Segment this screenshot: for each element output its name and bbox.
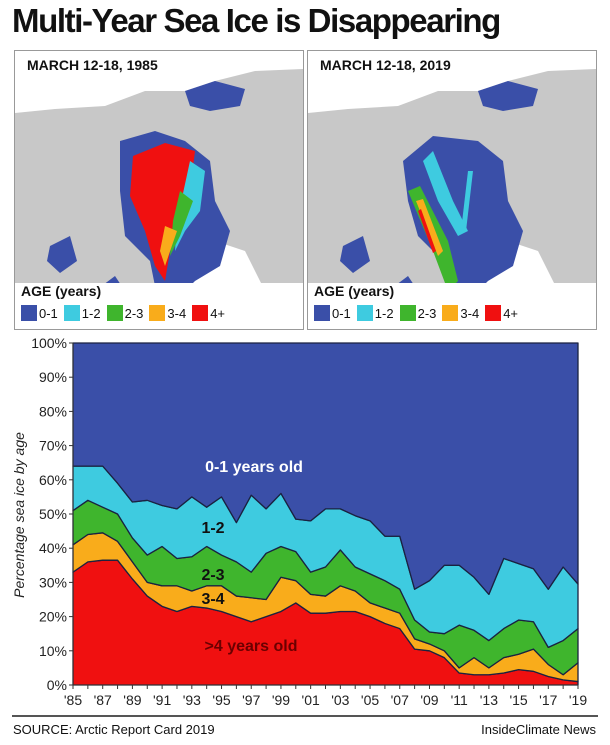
x-tick-label: '85	[64, 692, 82, 708]
y-tick-label: 80%	[39, 403, 67, 419]
legend-item-2-3: 2-3	[399, 305, 436, 321]
x-tick-label: '87	[94, 692, 112, 708]
x-tick-label: '95	[212, 692, 230, 708]
y-tick-label: 100%	[31, 335, 67, 351]
legend-item-4-plus: 4+	[485, 305, 518, 321]
y-tick-label: 70%	[39, 438, 67, 454]
y-tick-label: 40%	[39, 540, 67, 556]
x-tick-label: '91	[153, 692, 171, 708]
y-tick-label: 20%	[39, 609, 67, 625]
x-tick-label: '97	[242, 692, 260, 708]
legend-item-2-3: 2-3	[106, 305, 143, 321]
series-label-0-1: 0-1 years old	[205, 459, 303, 476]
y-tick-label: 10%	[39, 643, 67, 659]
x-tick-label: '03	[331, 692, 349, 708]
x-tick-label: '15	[509, 692, 527, 708]
area-series-4	[72, 342, 579, 596]
infographic-title: Multi-Year Sea Ice is Disappearing	[12, 2, 501, 39]
x-tick-label: '01	[302, 692, 320, 708]
x-tick-label: '11	[451, 692, 468, 708]
series-label-1-2: 1-2	[201, 520, 224, 537]
map-1985: MARCH 12-18, 1985 AGE (years) 0-1 1-2 2-…	[14, 50, 304, 330]
x-tick-label: '07	[391, 692, 409, 708]
x-tick-label: '99	[272, 692, 290, 708]
x-tick-label: '13	[480, 692, 498, 708]
legend-item-0-1: 0-1	[314, 305, 351, 321]
y-tick-label: 60%	[39, 472, 67, 488]
map-2019: MARCH 12-18, 2019 AGE (years) 0-1 1-2 2-…	[307, 50, 597, 330]
y-axis-label: Percentage sea ice by age	[11, 432, 27, 598]
legend-item-0-1: 0-1	[21, 305, 58, 321]
x-tick-label: '93	[183, 692, 201, 708]
legend-title: AGE (years)	[314, 283, 395, 299]
y-tick-label: 90%	[39, 369, 67, 385]
series-label-3-4: 3-4	[201, 591, 224, 608]
legend-item-4-plus: 4+	[192, 305, 225, 321]
legend-item-1-2: 1-2	[63, 305, 101, 321]
credit-note: InsideClimate News	[481, 722, 596, 737]
legend-item-3-4: 3-4	[149, 305, 186, 321]
x-tick-label: '17	[539, 692, 557, 708]
legend-item-1-2: 1-2	[356, 305, 394, 321]
y-tick-label: 0%	[47, 677, 67, 693]
footer-divider	[12, 715, 598, 717]
source-note: SOURCE: Arctic Report Card 2019	[13, 722, 215, 737]
map-date-label: MARCH 12-18, 2019	[320, 57, 451, 73]
x-tick-label: '05	[361, 692, 379, 708]
x-tick-label: '89	[123, 692, 141, 708]
series-label-4-plus: >4 years old	[205, 638, 298, 655]
legend-item-3-4: 3-4	[442, 305, 479, 321]
stacked-area-chart: 0% 10% 20% 30% 40% 50% 60% 70% 80% 90% 100% '85 '87 '…	[11, 335, 587, 708]
legend-title: AGE (years)	[21, 283, 102, 299]
x-tick-label: '19	[569, 692, 587, 708]
y-tick-label: 50%	[39, 506, 67, 522]
x-tick-label: '09	[420, 692, 438, 708]
series-label-2-3: 2-3	[201, 567, 224, 584]
map-date-label: MARCH 12-18, 1985	[27, 57, 158, 73]
y-tick-label: 30%	[39, 574, 67, 590]
age-legend: AGE (years) 0-1 1-2 2-3 3-4 4+	[15, 283, 303, 329]
age-legend: AGE (years) 0-1 1-2 2-3 3-4 4+	[308, 283, 596, 329]
